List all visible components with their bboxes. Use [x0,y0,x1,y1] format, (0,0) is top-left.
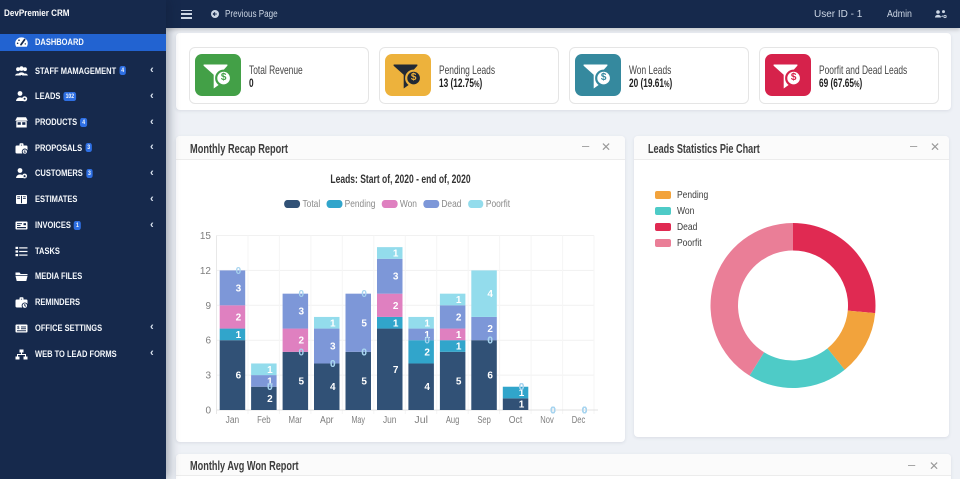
svg-text:1: 1 [424,318,430,329]
svg-text:0: 0 [361,289,367,300]
svg-text:2: 2 [299,335,305,346]
svg-text:2: 2 [487,324,493,335]
svg-text:0: 0 [361,347,367,358]
svg-text:1: 1 [456,295,462,306]
svg-text:1: 1 [393,248,399,259]
svg-text:3: 3 [299,306,305,317]
svg-text:1: 1 [393,318,399,329]
svg-text:0: 0 [550,405,556,416]
svg-text:0: 0 [582,405,588,416]
svg-text:Jul: Jul [414,415,428,426]
svg-text:4: 4 [487,289,493,300]
svg-text:0: 0 [550,405,556,416]
svg-text:1: 1 [519,399,525,410]
svg-text:5: 5 [361,318,367,329]
svg-text:0: 0 [205,405,211,416]
svg-text:15: 15 [200,231,212,242]
svg-text:5: 5 [456,376,462,387]
svg-text:9: 9 [205,300,211,311]
svg-text:0: 0 [487,335,493,346]
svg-text:3: 3 [205,370,211,381]
svg-text:3: 3 [236,283,242,294]
svg-text:2: 2 [393,300,399,311]
svg-text:$: $ [17,325,20,330]
svg-text:0: 0 [267,382,273,393]
svg-text:Jun: Jun [383,415,397,426]
svg-text:0: 0 [424,335,430,346]
svg-text:Jan: Jan [226,415,240,426]
svg-text:0: 0 [519,382,525,393]
svg-text:0: 0 [330,359,336,370]
svg-text:0: 0 [519,382,525,393]
svg-text:1: 1 [519,388,525,399]
svg-text:6: 6 [487,370,493,381]
svg-text:0: 0 [236,265,242,276]
svg-text:0: 0 [582,405,588,416]
svg-text:5: 5 [299,376,305,387]
svg-text:0: 0 [299,289,305,300]
svg-text:7: 7 [393,364,399,375]
svg-text:4: 4 [330,382,336,393]
svg-text:0: 0 [550,405,556,416]
svg-text:1: 1 [456,341,462,352]
svg-text:Mar: Mar [289,415,303,426]
svg-text:$: $ [24,149,27,154]
svg-text:0: 0 [582,405,588,416]
svg-text:Sep: Sep [477,415,491,426]
svg-text:6: 6 [205,335,211,346]
svg-text:2: 2 [456,312,462,323]
svg-text:May: May [351,415,365,426]
svg-text:Dec: Dec [572,415,586,426]
svg-text:3: 3 [393,271,399,282]
svg-text:0: 0 [582,405,588,416]
svg-text:12: 12 [200,265,212,276]
svg-text:0: 0 [582,405,588,416]
svg-text:0: 0 [550,405,556,416]
svg-text:Nov: Nov [540,415,554,426]
svg-text:0: 0 [267,382,273,393]
svg-text:1: 1 [456,329,462,340]
svg-text:0: 0 [550,405,556,416]
svg-text:1: 1 [330,318,336,329]
svg-text:0: 0 [330,359,336,370]
svg-text:6: 6 [236,370,242,381]
svg-text:2: 2 [424,347,430,358]
svg-text:Oct: Oct [509,415,523,426]
svg-text:5: 5 [361,376,367,387]
svg-text:1: 1 [267,364,273,375]
svg-text:0: 0 [361,347,367,358]
svg-text:Aug: Aug [446,415,460,426]
svg-text:1: 1 [267,376,273,387]
svg-text:0: 0 [519,382,525,393]
svg-text:1: 1 [236,329,242,340]
svg-text:0: 0 [487,335,493,346]
svg-text:0: 0 [299,347,305,358]
svg-text:3: 3 [330,341,336,352]
svg-text:Apr: Apr [320,415,334,426]
svg-text:Feb: Feb [257,415,271,426]
svg-text:2: 2 [267,393,273,404]
svg-text:1: 1 [424,329,430,340]
svg-text:2: 2 [236,312,242,323]
svg-text:4: 4 [424,382,430,393]
